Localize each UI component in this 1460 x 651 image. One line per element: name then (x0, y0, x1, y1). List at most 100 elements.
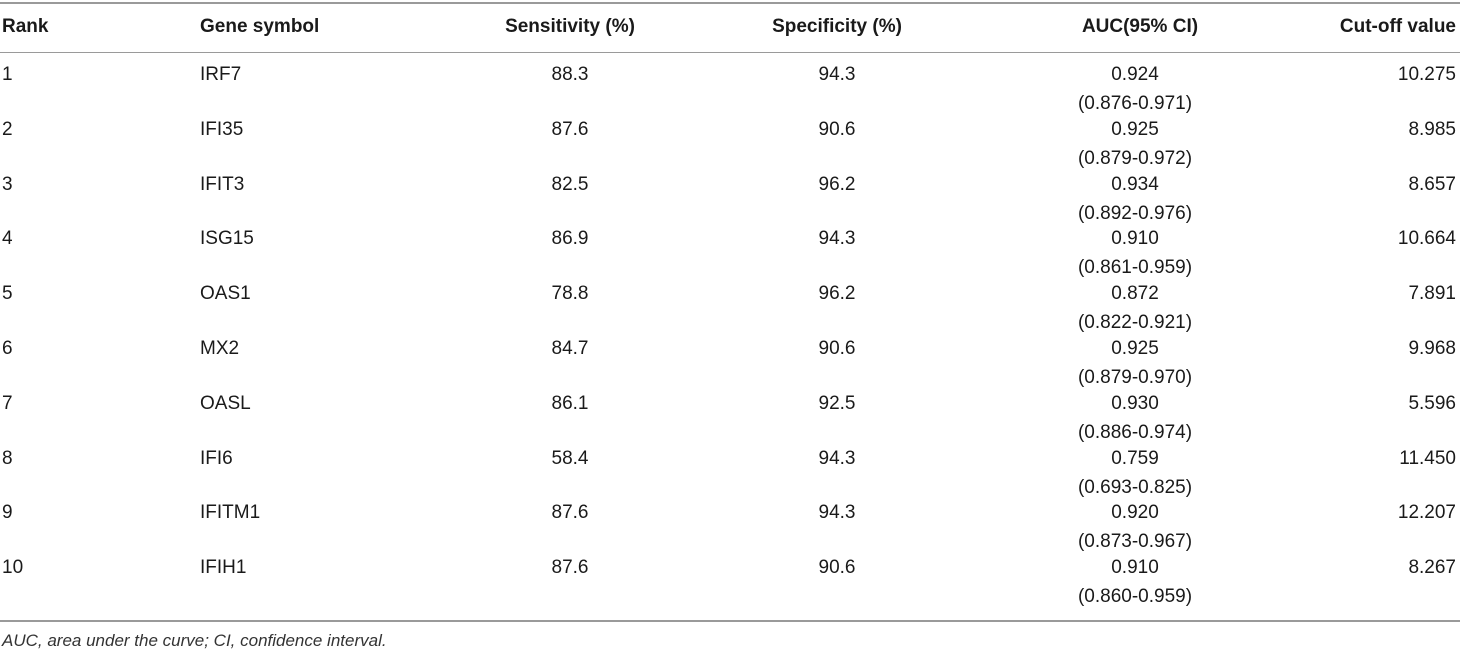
cell-auc: 0.924 (0.876-0.971) (1020, 60, 1250, 118)
table-row: 5 OAS1 78.8 96.2 0.872 (0.822-0.921) 7.891 (0, 281, 1460, 336)
table-footnote: AUC, area under the curve; CI, confidenc… (2, 631, 387, 650)
auc-confidence-interval: (0.693-0.825) (1077, 476, 1193, 498)
cell-sensitivity: 84.7 (551, 338, 589, 359)
cell-sensitivity: 86.1 (551, 392, 589, 414)
table-row: 8 IFI6 58.4 94.3 0.759 (0.693-0.825) 11.450 (0, 446, 1460, 501)
cell-gene-symbol: IFITM1 (200, 502, 261, 524)
auc-confidence-interval: (0.886-0.974) (1077, 421, 1193, 443)
auc-value: 0.925 (1111, 118, 1159, 140)
cell-specificity: 90.6 (818, 118, 856, 140)
cell-gene-symbol: MX2 (200, 338, 240, 359)
cell-rank: 1 (2, 64, 13, 85)
table-row: 7 OASL 86.1 92.5 0.930 (0.886-0.974) 5.596 (0, 391, 1460, 446)
cell-gene-symbol: IRF7 (200, 64, 242, 85)
table-bottom-rule (0, 620, 1460, 622)
cell-sensitivity: 88.3 (551, 64, 589, 85)
cell-cutoff: 8.985 (1408, 118, 1456, 140)
auc-confidence-interval: (0.860-0.959) (1077, 586, 1193, 608)
cell-rank: 3 (2, 173, 13, 195)
auc-confidence-interval: (0.879-0.972) (1077, 147, 1193, 169)
header-cutoff: Cut-off value (1339, 16, 1456, 37)
header-auc: AUC(95% CI) (1081, 16, 1199, 37)
cell-gene-symbol: IFI35 (200, 118, 244, 140)
cell-auc: 0.920 (0.873-0.967) (1020, 498, 1250, 556)
header-gene-symbol: Gene symbol (200, 16, 320, 37)
auc-value: 0.925 (1111, 338, 1159, 359)
cell-sensitivity: 87.6 (551, 118, 589, 140)
auc-value: 0.910 (1111, 557, 1159, 579)
table-row: 2 IFI35 87.6 90.6 0.925 (0.879-0.972) 8.985 (0, 117, 1460, 172)
cell-rank: 6 (2, 338, 13, 359)
cell-specificity: 96.2 (818, 173, 856, 195)
cell-specificity: 90.6 (818, 338, 856, 359)
cell-gene-symbol: IFIT3 (200, 173, 245, 195)
cell-specificity: 94.3 (818, 447, 856, 469)
table-row: 6 MX2 84.7 90.6 0.925 (0.879-0.970) 9.968 (0, 336, 1460, 391)
cell-specificity: 96.2 (818, 283, 856, 305)
table-header-row: Rank Gene symbol Sensitivity (%) Specifi… (0, 14, 1460, 40)
cell-gene-symbol: OASL (200, 392, 251, 414)
cell-sensitivity: 78.8 (551, 283, 589, 305)
table-row: 9 IFITM1 87.6 94.3 0.920 (0.873-0.967) 12.207 (0, 500, 1460, 555)
cell-rank: 2 (2, 118, 13, 140)
auc-confidence-interval: (0.876-0.971) (1077, 93, 1193, 114)
table-top-rule (0, 2, 1460, 4)
cell-rank: 4 (2, 228, 13, 250)
cell-specificity: 92.5 (818, 392, 856, 414)
header-rank: Rank (2, 16, 49, 37)
auc-value: 0.759 (1111, 447, 1159, 469)
cell-rank: 7 (2, 392, 13, 414)
cell-auc: 0.930 (0.886-0.974) (1020, 389, 1250, 447)
cell-specificity: 94.3 (818, 502, 856, 524)
cell-rank: 5 (2, 283, 13, 305)
table-row: 10 IFIH1 87.6 90.6 0.910 (0.860-0.959) 8.267 (0, 555, 1460, 610)
cell-gene-symbol: ISG15 (200, 228, 254, 250)
cell-gene-symbol: IFI6 (200, 447, 233, 469)
table-header-rule (0, 52, 1460, 53)
cell-cutoff: 8.267 (1408, 557, 1456, 579)
cell-auc: 0.910 (0.860-0.959) (1020, 553, 1250, 611)
cell-gene-symbol: IFIH1 (200, 557, 247, 579)
auc-confidence-interval: (0.861-0.959) (1077, 257, 1193, 279)
auc-value: 0.934 (1111, 173, 1159, 195)
auc-value: 0.872 (1111, 283, 1159, 305)
cell-rank: 8 (2, 447, 13, 469)
cell-rank: 9 (2, 502, 13, 524)
auc-value: 0.930 (1111, 392, 1159, 414)
cell-cutoff: 12.207 (1397, 502, 1456, 524)
cell-specificity: 90.6 (818, 557, 856, 579)
auc-value: 0.920 (1111, 502, 1159, 524)
auc-confidence-interval: (0.822-0.921) (1077, 312, 1193, 334)
cell-rank: 10 (2, 557, 24, 579)
cell-auc: 0.910 (0.861-0.959) (1020, 224, 1250, 282)
cell-sensitivity: 58.4 (551, 447, 589, 469)
auc-confidence-interval: (0.873-0.967) (1077, 531, 1193, 553)
cell-gene-symbol: OAS1 (200, 283, 251, 305)
header-specificity: Specificity (%) (772, 16, 902, 37)
cell-auc: 0.759 (0.693-0.825) (1020, 444, 1250, 502)
table-row: 4 ISG15 86.9 94.3 0.910 (0.861-0.959) 10.664 (0, 226, 1460, 281)
auc-value: 0.910 (1111, 228, 1159, 250)
cell-sensitivity: 87.6 (551, 557, 589, 579)
cell-cutoff: 10.275 (1397, 64, 1456, 85)
cell-specificity: 94.3 (818, 228, 856, 250)
cell-cutoff: 5.596 (1408, 392, 1456, 414)
auc-confidence-interval: (0.892-0.976) (1077, 202, 1193, 224)
cell-sensitivity: 87.6 (551, 502, 589, 524)
auc-confidence-interval: (0.879-0.970) (1077, 367, 1193, 388)
cell-auc: 0.934 (0.892-0.976) (1020, 170, 1250, 228)
cell-cutoff: 7.891 (1408, 283, 1456, 305)
cell-cutoff: 10.664 (1397, 228, 1456, 250)
header-sensitivity: Sensitivity (%) (505, 16, 635, 37)
cell-auc: 0.925 (0.879-0.972) (1020, 115, 1250, 173)
cell-sensitivity: 86.9 (551, 228, 589, 250)
cell-auc: 0.925 (0.879-0.970) (1020, 334, 1250, 392)
cell-cutoff: 9.968 (1408, 338, 1456, 359)
cell-cutoff: 8.657 (1408, 173, 1456, 195)
table-row: 3 IFIT3 82.5 96.2 0.934 (0.892-0.976) 8.657 (0, 172, 1460, 227)
cell-auc: 0.872 (0.822-0.921) (1020, 279, 1250, 337)
cell-sensitivity: 82.5 (551, 173, 589, 195)
auc-value: 0.924 (1111, 64, 1159, 85)
cell-specificity: 94.3 (818, 64, 856, 85)
cell-cutoff: 11.450 (1399, 447, 1456, 469)
